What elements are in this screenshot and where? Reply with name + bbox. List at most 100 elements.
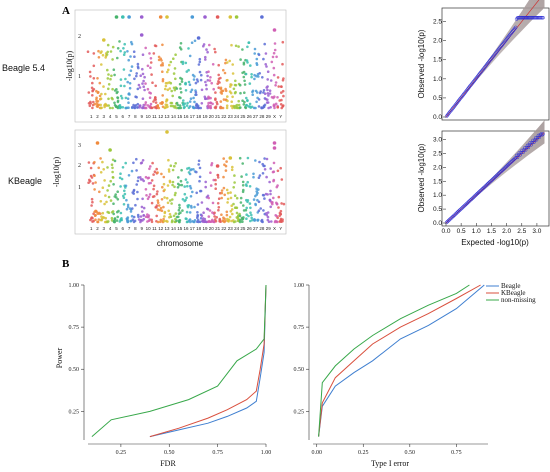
snp-point <box>141 159 145 162</box>
snp-point <box>231 212 234 216</box>
qq-bottom-ylabel: Observed -log10(p) <box>417 143 426 212</box>
snp-point <box>206 104 210 107</box>
qq-point <box>530 140 534 145</box>
snp-point <box>161 62 164 65</box>
snp-point <box>268 198 272 202</box>
snp-point <box>232 220 236 224</box>
snp-point <box>130 42 134 46</box>
snp-point <box>168 87 172 90</box>
chromosome-label: 10 <box>146 114 152 119</box>
qq-point <box>485 61 490 66</box>
snp-point <box>126 50 129 53</box>
snp-point <box>223 71 227 75</box>
snp-point <box>141 178 144 181</box>
snp-point <box>99 106 103 110</box>
snp-point <box>228 215 232 219</box>
qq-point <box>505 36 510 40</box>
snp-point <box>214 106 217 110</box>
snp-point <box>164 84 168 88</box>
snp-point <box>179 91 183 94</box>
snp-point <box>206 50 209 54</box>
snp-point <box>269 205 273 209</box>
snp-point <box>264 192 268 196</box>
snp-point <box>178 104 182 107</box>
chromosome-label: 2 <box>96 114 99 119</box>
snp-point <box>208 43 211 47</box>
snp-point <box>188 211 192 214</box>
snp-point <box>190 41 194 44</box>
y-tick-label: 0.25 <box>294 409 305 415</box>
y-tick-label: 0.50 <box>69 367 80 373</box>
snp-point <box>279 166 283 170</box>
chromosome-label: 21 <box>215 226 221 231</box>
snp-point <box>242 209 246 212</box>
snp-point <box>246 180 249 184</box>
snp-peak-point <box>260 15 264 19</box>
snp-point <box>165 98 169 102</box>
chromosome-label: 23 <box>228 114 234 119</box>
chromosome-label: 9 <box>140 114 143 119</box>
qq-point <box>522 148 526 152</box>
snp-point <box>177 215 180 219</box>
snp-point <box>187 219 191 222</box>
snp-point <box>173 67 177 70</box>
qq-point <box>491 54 495 59</box>
y-tick-label: 0.50 <box>294 367 305 373</box>
snp-point <box>248 82 252 85</box>
snp-point <box>245 96 248 100</box>
snp-point <box>133 106 137 110</box>
snp-point <box>275 220 279 224</box>
snp-point <box>146 220 149 223</box>
snp-point <box>241 162 244 165</box>
snp-point <box>132 161 135 165</box>
snp-point <box>132 50 136 53</box>
x-tick-label: 1.00 <box>261 450 272 456</box>
snp-point <box>97 218 101 221</box>
snp-point <box>200 102 204 105</box>
snp-point <box>214 182 217 186</box>
qq-point <box>528 141 532 145</box>
qq-point <box>519 150 523 155</box>
snp-point <box>268 180 271 184</box>
snp-point <box>97 103 101 107</box>
snp-point <box>137 176 140 179</box>
snp-point <box>109 179 112 183</box>
snp-point <box>148 91 151 94</box>
snp-point <box>253 52 256 55</box>
snp-point <box>131 218 135 221</box>
chromosome-label: 11 <box>152 226 157 231</box>
snp-point <box>239 196 243 200</box>
snp-point <box>224 58 228 62</box>
snp-point <box>168 63 171 67</box>
snp-point <box>206 207 210 211</box>
snp-point <box>231 63 234 66</box>
snp-point <box>119 211 123 215</box>
snp-point <box>224 169 228 172</box>
snp-point <box>220 90 224 93</box>
snp-point <box>88 178 91 182</box>
snp-point <box>263 103 267 107</box>
snp-point <box>223 217 226 221</box>
chromosome-label: 16 <box>183 226 189 231</box>
snp-point <box>113 73 116 77</box>
snp-point <box>242 204 245 207</box>
snp-point <box>223 193 226 197</box>
snp-point <box>111 97 114 101</box>
snp-point <box>202 44 205 48</box>
snp-point <box>167 68 170 72</box>
snp-point <box>89 102 92 105</box>
snp-point <box>246 200 249 204</box>
chromosome-label: 18 <box>196 114 202 119</box>
snp-point <box>179 48 183 51</box>
qq-xtick-label: 2.0 <box>502 228 511 235</box>
qq-point <box>508 32 512 37</box>
snp-point <box>103 179 106 182</box>
snp-point <box>245 213 248 216</box>
snp-point <box>169 60 173 64</box>
manhattan-top-ytick-2: 2 <box>78 34 81 40</box>
snp-point <box>162 175 166 179</box>
snp-point <box>177 208 181 212</box>
snp-point <box>236 217 240 220</box>
snp-point <box>232 202 235 206</box>
snp-point <box>130 65 134 68</box>
